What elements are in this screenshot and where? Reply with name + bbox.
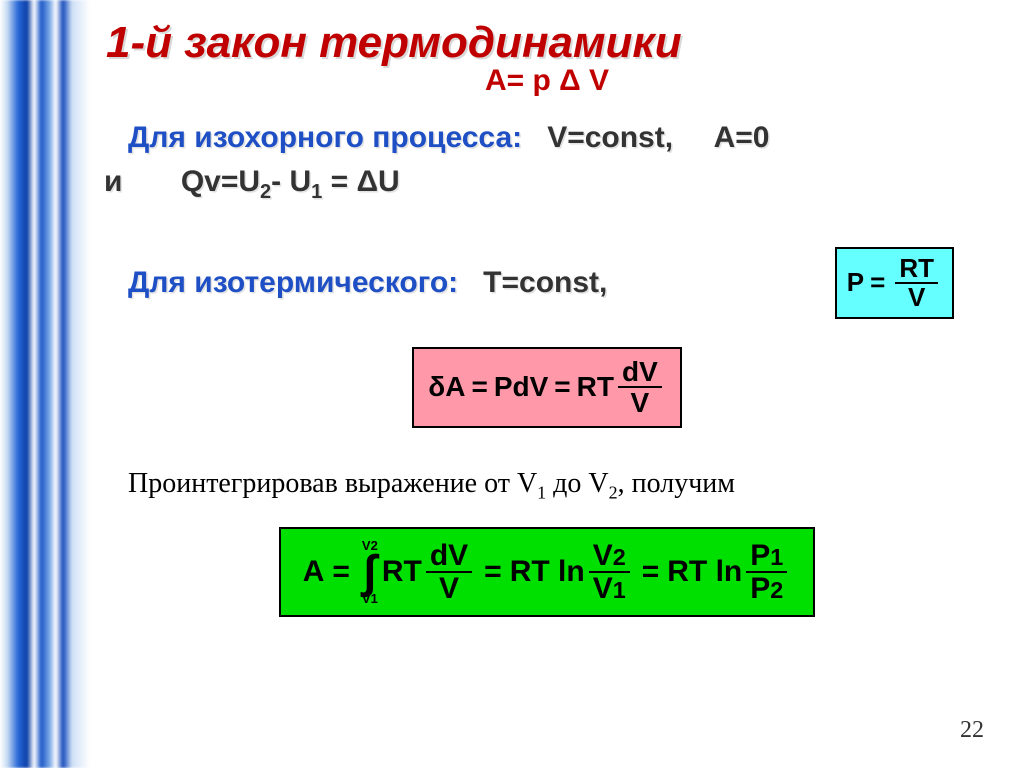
- green-A: A: [303, 555, 325, 589]
- green-frac1: dV V: [426, 540, 472, 605]
- isothermal-label: Для изотермического:: [128, 266, 458, 299]
- pink-num: dV: [618, 357, 662, 388]
- green-part3-pre: RT ln: [667, 555, 742, 589]
- integrate-sub2: 2: [609, 482, 618, 502]
- pink-eq2: =: [554, 371, 570, 403]
- cyan-lhs: P: [847, 267, 864, 298]
- integrate-sub1: 1: [537, 482, 546, 502]
- cyan-formula-box: P = RT V: [835, 247, 954, 320]
- isothermal-row: Для изотермического: T=const, P = RT V: [100, 247, 994, 320]
- pink-mid2: RT: [577, 371, 614, 403]
- green-eq1: =: [332, 555, 350, 589]
- slide-content: 1-й закон термодинамики A= p Δ V Для изо…: [90, 0, 1024, 768]
- isochoric-label: Для изохорного процесса: [128, 121, 512, 154]
- pink-mid1: PdV: [494, 371, 548, 403]
- int-lower: V1: [362, 592, 378, 605]
- isochoric-eq-post: = ΔU: [322, 165, 399, 198]
- pink-eq1: =: [471, 371, 487, 403]
- isochoric-eq-pre: Qv=U: [181, 165, 260, 198]
- green-part2-pre: RT ln: [510, 555, 585, 589]
- pink-lhs: δA: [428, 371, 465, 403]
- cyan-frac: RT V: [895, 255, 938, 312]
- integrate-pre: Проинтегрировав выражение от V: [128, 468, 537, 499]
- green-frac3: P1 P2: [746, 540, 787, 605]
- green-formula-box: A = V2 ∫ V1 RT dV V = RT ln V2 V1 = RT l…: [279, 527, 816, 616]
- integrate-post: , получим: [618, 468, 735, 499]
- pink-frac: dV V: [618, 357, 662, 418]
- isochoric-line2-prefix: и: [104, 165, 122, 198]
- isochoric-block: Для изохорного процесса: V=const, A=0 и …: [100, 116, 994, 207]
- cyan-num: RT: [895, 255, 938, 284]
- green-eq2: =: [484, 555, 502, 589]
- isothermal-text: Для изотермического: T=const,: [128, 266, 607, 300]
- decorative-left-stripe: [0, 0, 90, 768]
- isochoric-cond2: A=0: [714, 121, 770, 154]
- cyan-den: V: [904, 284, 929, 311]
- slide-title: 1-й закон термодинамики: [106, 18, 994, 68]
- isochoric-sub1: 2: [260, 181, 271, 203]
- isothermal-cond: T=const,: [483, 266, 607, 299]
- green-frac1-den: V: [435, 573, 463, 605]
- pink-formula-box: δA = PdV = RT dV V: [412, 347, 682, 428]
- cyan-eq: =: [870, 267, 885, 298]
- green-frac3-den: P2: [746, 573, 787, 605]
- green-frac2-den: V1: [589, 573, 630, 605]
- green-intbody: RT: [382, 555, 422, 589]
- page-number: 22: [960, 717, 984, 744]
- integrate-mid: до V: [546, 468, 608, 499]
- integral-symbol: ∫: [364, 552, 377, 591]
- green-eq3: =: [642, 555, 660, 589]
- integrate-text: Проинтегрировав выражение от V1 до V2, п…: [100, 468, 994, 504]
- isochoric-cond1: V=const,: [547, 121, 673, 154]
- top-equation: A= p Δ V: [100, 64, 994, 98]
- green-frac2: V2 V1: [589, 540, 630, 605]
- green-frac2-num: V2: [589, 540, 630, 574]
- pink-den: V: [627, 388, 654, 417]
- integral-sign: V2 ∫ V1: [362, 539, 378, 604]
- isochoric-sub2: 1: [311, 181, 322, 203]
- green-frac3-num: P1: [746, 540, 787, 574]
- isochoric-eq-mid: - U: [271, 165, 311, 198]
- green-frac1-num: dV: [426, 540, 472, 574]
